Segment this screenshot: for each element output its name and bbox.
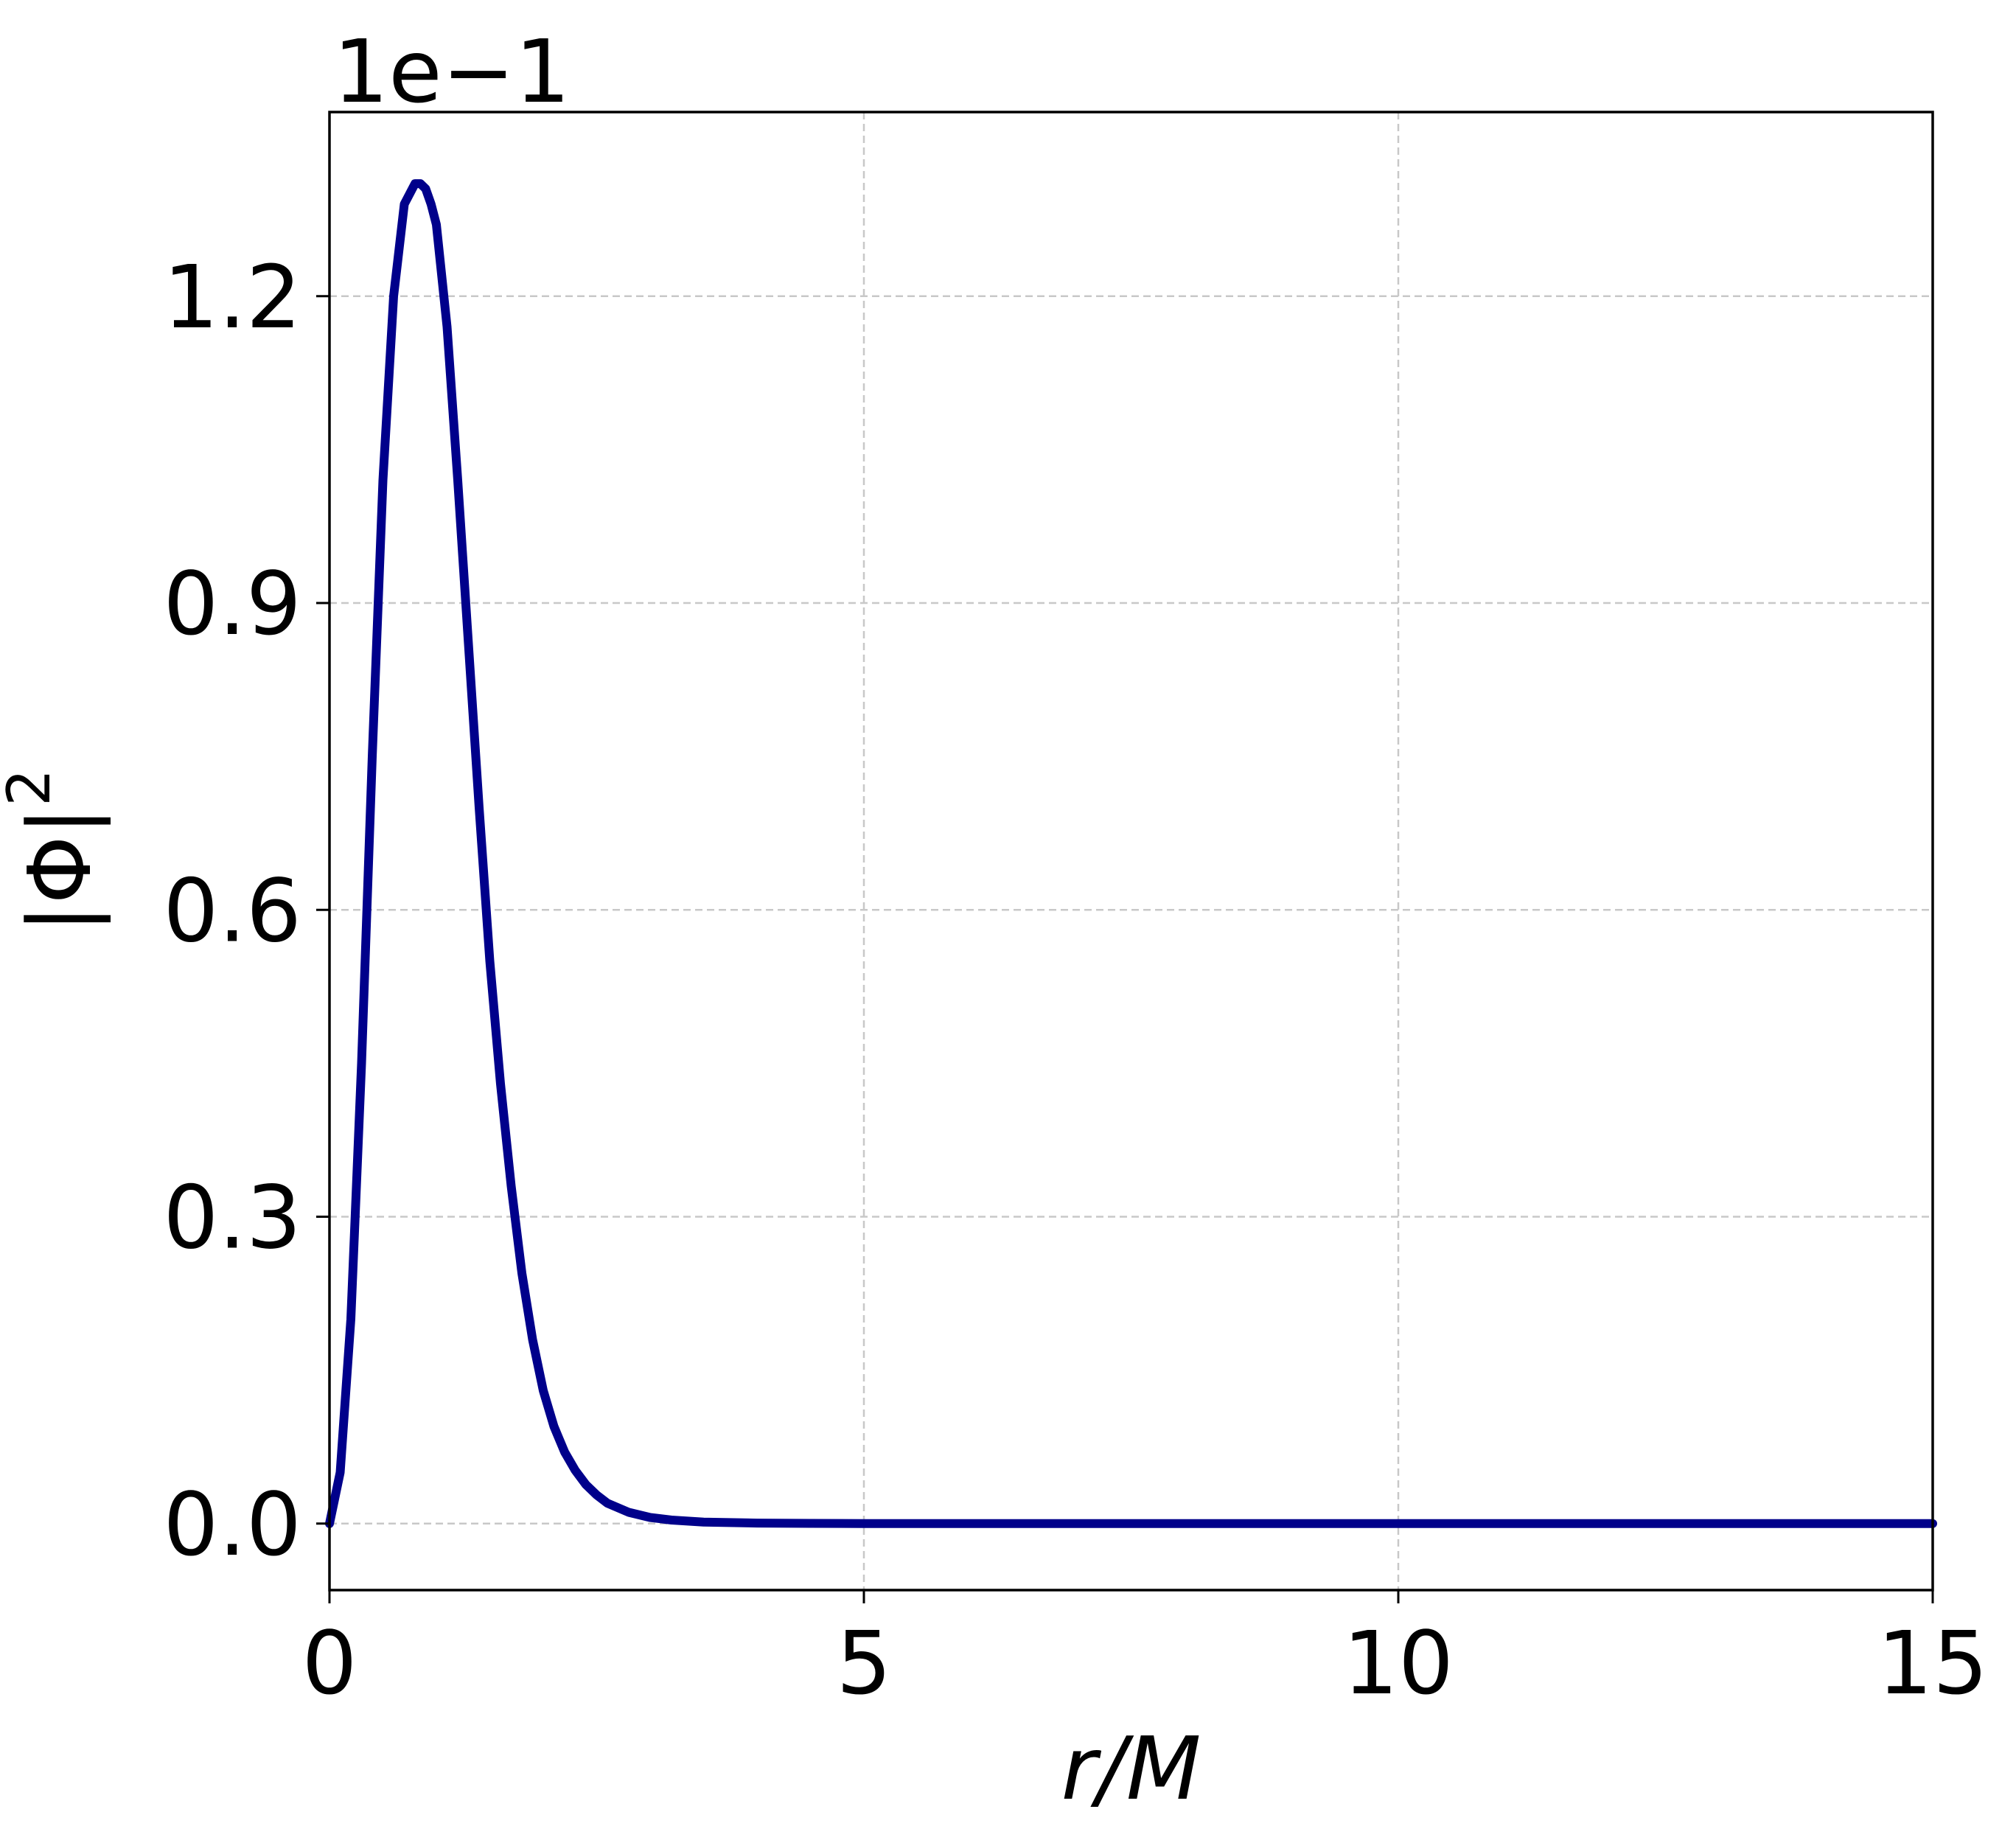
plot-frame bbox=[328, 111, 1934, 1592]
x-tick-label: 15 bbox=[1877, 1612, 1988, 1714]
axis-ticks: 0 5 10 15 0.0 0.3 0.6 0.9 1.2 bbox=[163, 246, 1988, 1714]
x-axis-label: r/M bbox=[1061, 1718, 1201, 1819]
x-tick-label: 5 bbox=[836, 1612, 891, 1714]
y-tick-label: 0.0 bbox=[163, 1474, 301, 1575]
y-tick-label: 0.6 bbox=[163, 860, 301, 961]
y-tick-label: 0.3 bbox=[163, 1167, 301, 1269]
y-axis-label-exponent: 2 bbox=[0, 769, 63, 806]
x-tick-label: 10 bbox=[1343, 1612, 1454, 1714]
y-axis-label: |Φ|2 bbox=[0, 769, 111, 933]
x-tick-label: 0 bbox=[301, 1612, 357, 1714]
series-layer bbox=[325, 179, 1937, 1528]
grid-lines bbox=[328, 112, 1934, 1590]
series-line bbox=[325, 179, 1937, 1528]
y-offset-label: 1e−1 bbox=[333, 21, 571, 122]
y-axis-label-text: |Φ| bbox=[9, 806, 111, 933]
y-tick-label: 1.2 bbox=[163, 246, 301, 348]
y-tick-label: 0.9 bbox=[163, 553, 301, 655]
